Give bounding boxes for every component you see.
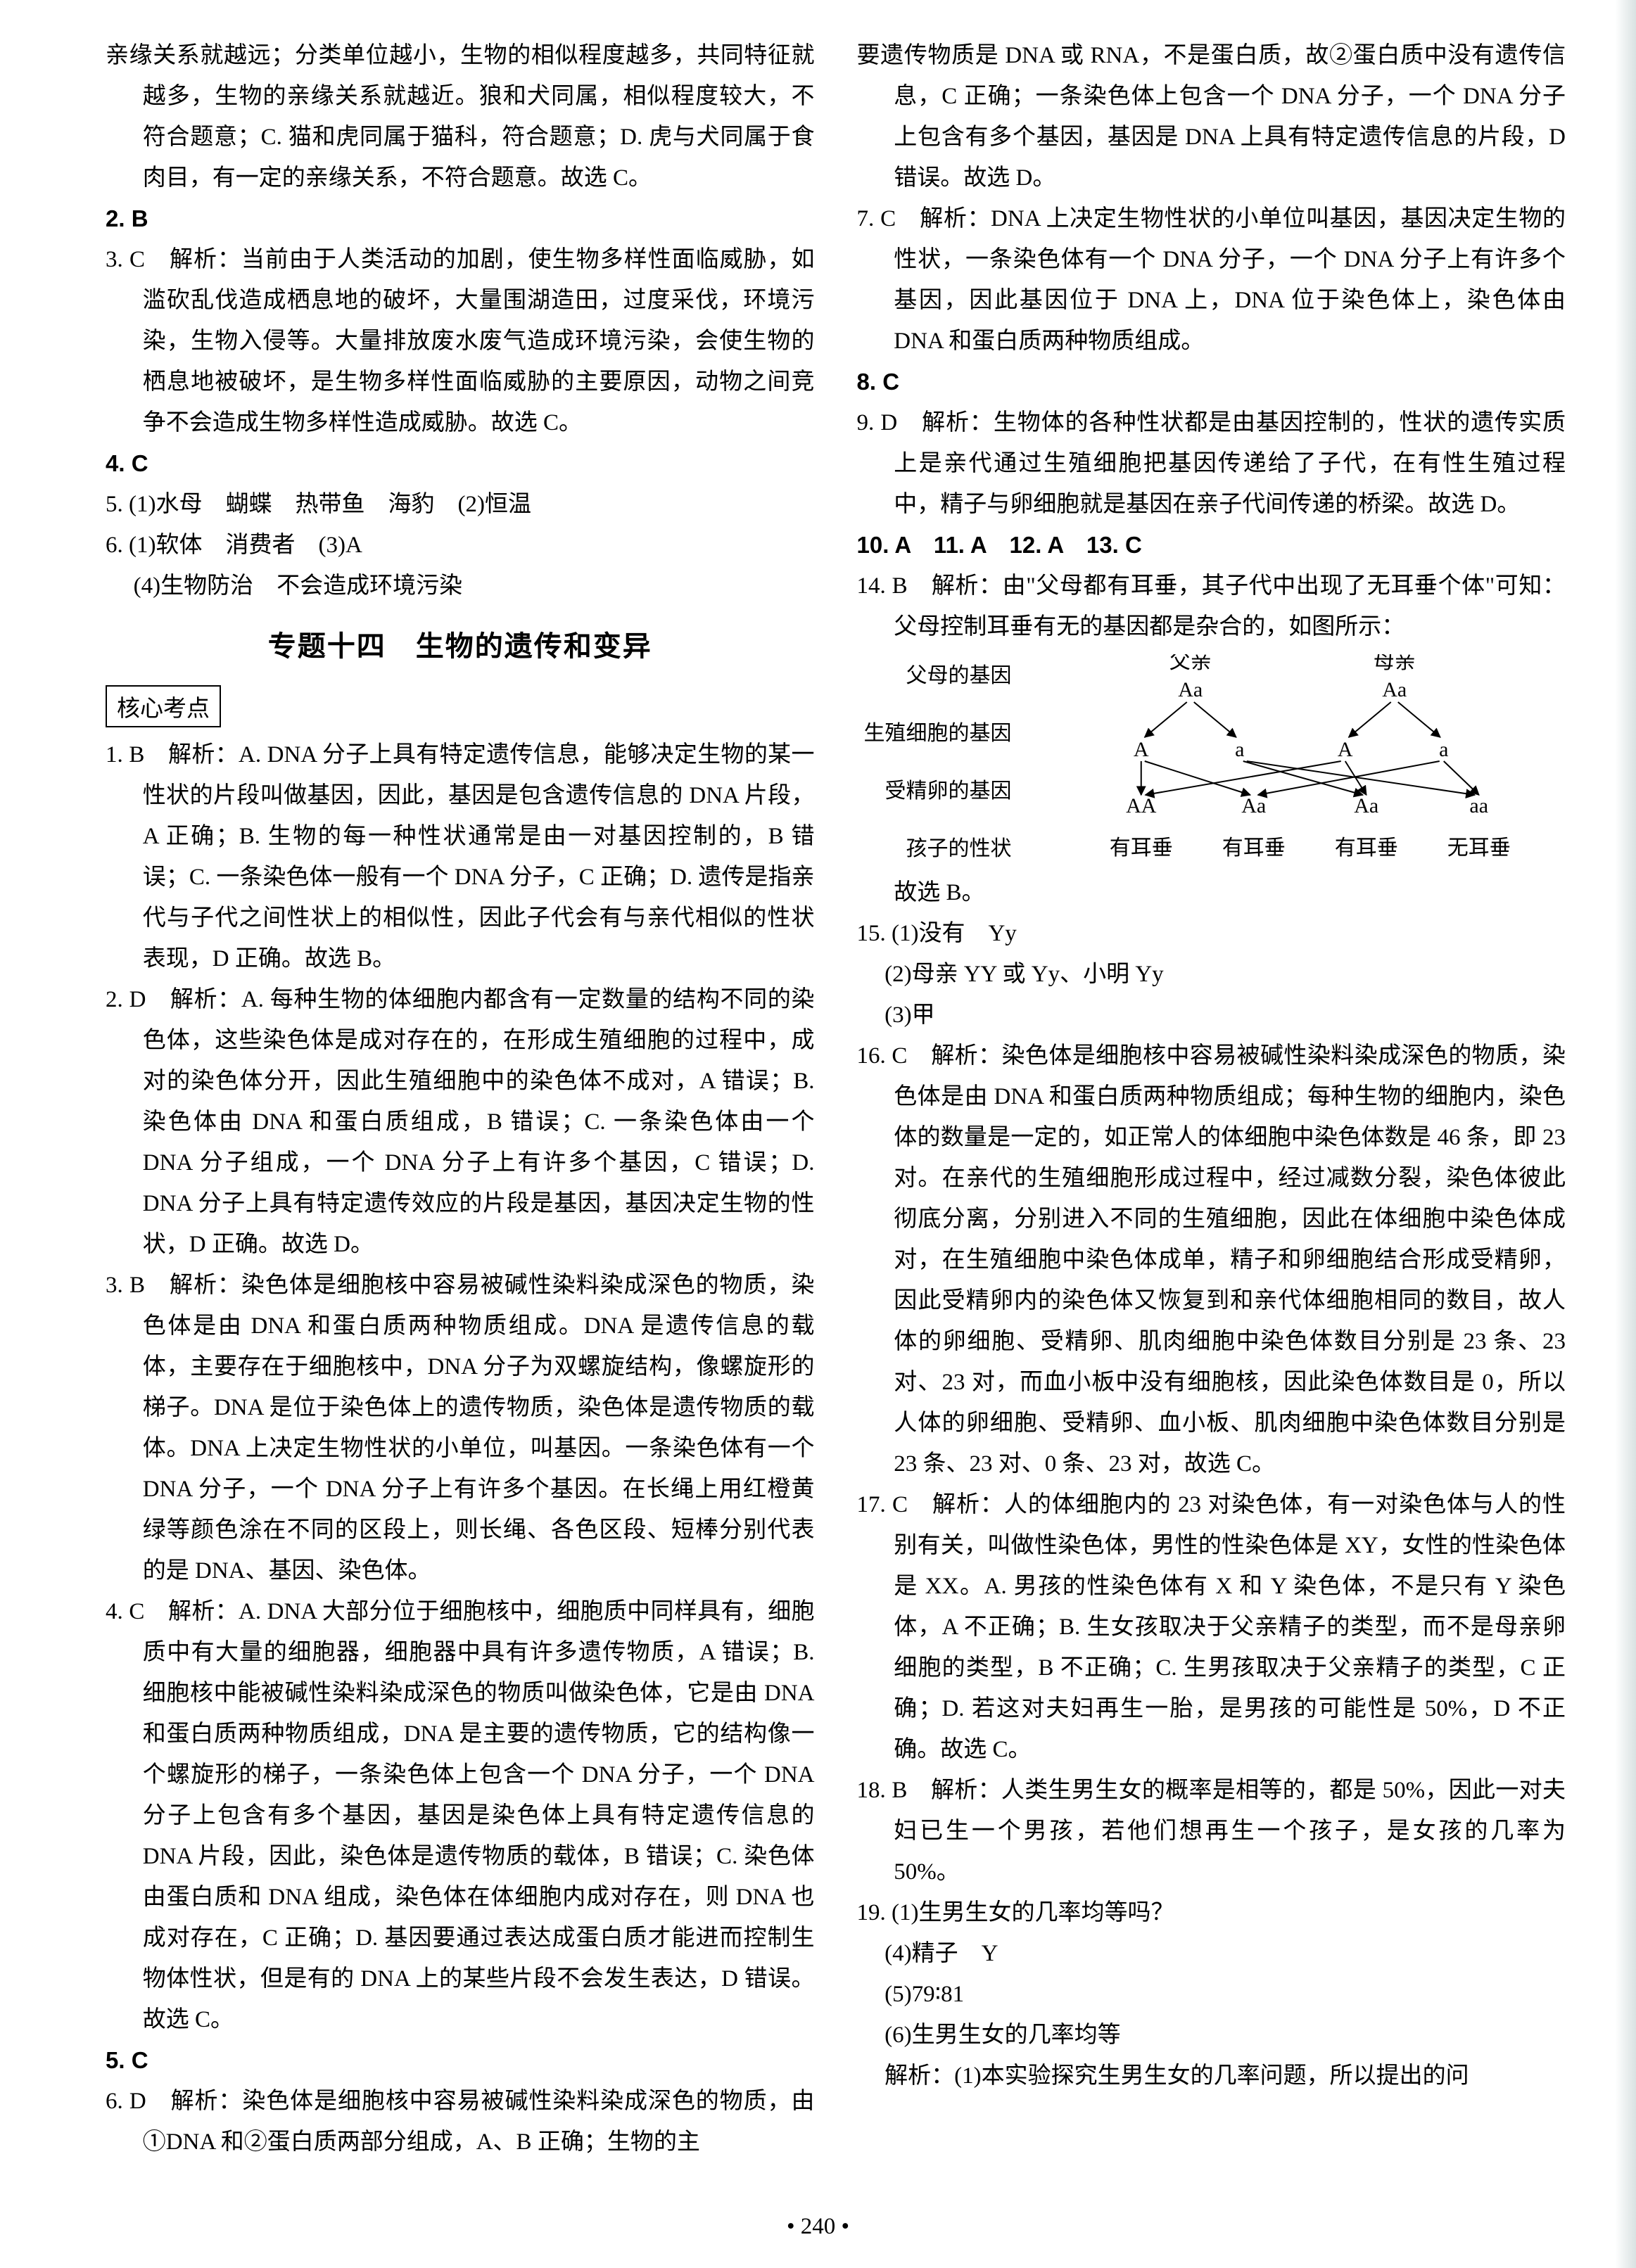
label-mother: 母亲 <box>1373 654 1415 673</box>
gamete-3: a <box>1439 738 1448 761</box>
row-label-2: 受精卵的基因 <box>857 773 1012 804</box>
para-continuation: 亲缘关系就越远；分类单位越小，生物的相似程度越多，共同特征就越多，生物的亲缘关系… <box>106 35 815 198</box>
row-label-1: 生殖细胞的基因 <box>857 715 1012 746</box>
label-father: 父亲 <box>1169 654 1211 673</box>
gamete-1: a <box>1235 738 1244 761</box>
answer-19e: 解析：(1)本实验探究生男生女的几率问题，所以提出的问 <box>857 2056 1566 2096</box>
diagram-row-labels: 父母的基因 生殖细胞的基因 受精卵的基因 孩子的性状 <box>857 658 1012 862</box>
right-column: 要遗传物质是 DNA 或 RNA，不是蛋白质，故②蛋白质中没有遗传信息，C 正确… <box>857 35 1566 2174</box>
answer-19b: (4)精子 Y <box>857 1933 1566 1974</box>
gamete-0: A <box>1133 738 1148 761</box>
answer-9: 9. D 解析：生物体的各种性状都是由基因控制的，性状的遗传实质上是亲代通过生殖… <box>857 402 1566 525</box>
left-column: 亲缘关系就越远；分类单位越小，生物的相似程度越多，共同特征就越多，生物的亲缘关系… <box>106 35 815 2174</box>
zygote-0: AA <box>1126 794 1157 817</box>
answers-10-13: 10. A 11. A 12. A 13. C <box>857 525 1566 566</box>
genetics-diagram: 父母的基因 生殖细胞的基因 受精卵的基因 孩子的性状 父亲 母亲 Aa <box>857 654 1566 865</box>
pheno-2: 有耳垂 <box>1334 836 1397 860</box>
scan-shadow <box>1615 0 1636 2268</box>
answer-15c: (3)甲 <box>857 995 1566 1036</box>
answer-18: 18. B 解析：人类生男生女的概率是相等的，都是 50%，因此一对夫妇已生一个… <box>857 1770 1566 1892</box>
answer-14-conclusion: 故选 B。 <box>857 872 1566 913</box>
answer-6b: (4)生物防治 不会造成环境污染 <box>106 566 815 606</box>
answer-14-intro: 14. B 解析：由"父母都有耳垂，其子代中出现了无耳垂个体"可知：父母控制耳垂… <box>857 566 1566 647</box>
answer-19d: (6)生男生女的几率均等 <box>857 2015 1566 2056</box>
answer-16: 16. C 解析：染色体是细胞核中容易被碱性染料染成深色的物质，染色体是由 DN… <box>857 1036 1566 1484</box>
core-3: 3. B 解析：染色体是细胞核中容易被碱性染料染成深色的物质，染色体是由 DNA… <box>106 1265 815 1591</box>
zygote-1: Aa <box>1241 794 1266 817</box>
gamete-2: A <box>1337 738 1352 761</box>
pheno-0: 有耳垂 <box>1109 836 1172 860</box>
page: 亲缘关系就越远；分类单位越小，生物的相似程度越多，共同特征就越多，生物的亲缘关系… <box>0 0 1636 2268</box>
pheno-3: 无耳垂 <box>1447 836 1510 860</box>
diagram-svg: 父亲 母亲 Aa Aa A a A a <box>1026 654 1566 865</box>
answer-6: 6. (1)软体 消费者 (3)A <box>106 525 815 566</box>
zygote-2: Aa <box>1354 794 1378 817</box>
row-label-0: 父母的基因 <box>857 658 1012 689</box>
core-1: 1. B 解析：A. DNA 分子上具有特定遗传信息，能够决定生物的某一性状的片… <box>106 734 815 979</box>
answer-15a: 15. (1)没有 Yy <box>857 913 1566 954</box>
page-number: 240 <box>801 2214 836 2239</box>
answer-3: 3. C 解析：当前由于人类活动的加剧，使生物多样性面临威胁，如滥砍乱伐造成栖息… <box>106 239 815 443</box>
pheno-1: 有耳垂 <box>1222 836 1285 860</box>
answer-19a: 19. (1)生男生女的几率均等吗？ <box>857 1892 1566 1933</box>
answer-7: 7. C 解析：DNA 上决定生物性状的小单位叫基因，基因决定生物的性状，一条染… <box>857 198 1566 362</box>
two-column-layout: 亲缘关系就越远；分类单位越小，生物的相似程度越多，共同特征就越多，生物的亲缘关系… <box>106 35 1566 2174</box>
page-footer: • 240 • <box>0 2214 1636 2240</box>
right-continuation: 要遗传物质是 DNA 或 RNA，不是蛋白质，故②蛋白质中没有遗传信息，C 正确… <box>857 35 1566 198</box>
mother-geno: Aa <box>1382 678 1407 701</box>
answer-15b: (2)母亲 YY 或 Yy、小明 Yy <box>857 954 1566 995</box>
father-geno: Aa <box>1178 678 1203 701</box>
answer-8: 8. C <box>857 362 1566 402</box>
zygote-3: aa <box>1469 794 1488 817</box>
answer-5: 5. (1)水母 蝴蝶 热带鱼 海豹 (2)恒温 <box>106 484 815 525</box>
core-2: 2. D 解析：A. 每种生物的体细胞内都含有一定数量的结构不同的染色体，这些染… <box>106 979 815 1265</box>
row-label-3: 孩子的性状 <box>857 831 1012 862</box>
core-6: 6. D 解析：染色体是细胞核中容易被碱性染料染成深色的物质，由①DNA 和②蛋… <box>106 2081 815 2162</box>
answer-4: 4. C <box>106 443 815 484</box>
answer-19c: (5)79∶81 <box>857 1974 1566 2015</box>
core-points-label: 核心考点 <box>106 685 221 727</box>
core-5: 5. C <box>106 2040 815 2081</box>
answer-17: 17. C 解析：人的体细胞内的 23 对染色体，有一对染色体与人的性别有关，叫… <box>857 1484 1566 1770</box>
core-4: 4. C 解析：A. DNA 大部分位于细胞核中，细胞质中同样具有，细胞质中有大… <box>106 1591 815 2040</box>
answer-2: 2. B <box>106 198 815 239</box>
section-title: 专题十四 生物的遗传和变异 <box>106 623 815 664</box>
